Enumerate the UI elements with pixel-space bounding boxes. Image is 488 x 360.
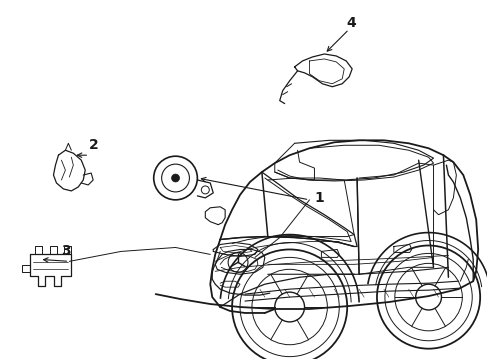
Text: 3: 3 — [61, 244, 71, 258]
Text: 4: 4 — [346, 16, 355, 30]
Text: 1: 1 — [314, 191, 324, 205]
Text: 2: 2 — [89, 138, 99, 152]
Circle shape — [171, 174, 179, 182]
